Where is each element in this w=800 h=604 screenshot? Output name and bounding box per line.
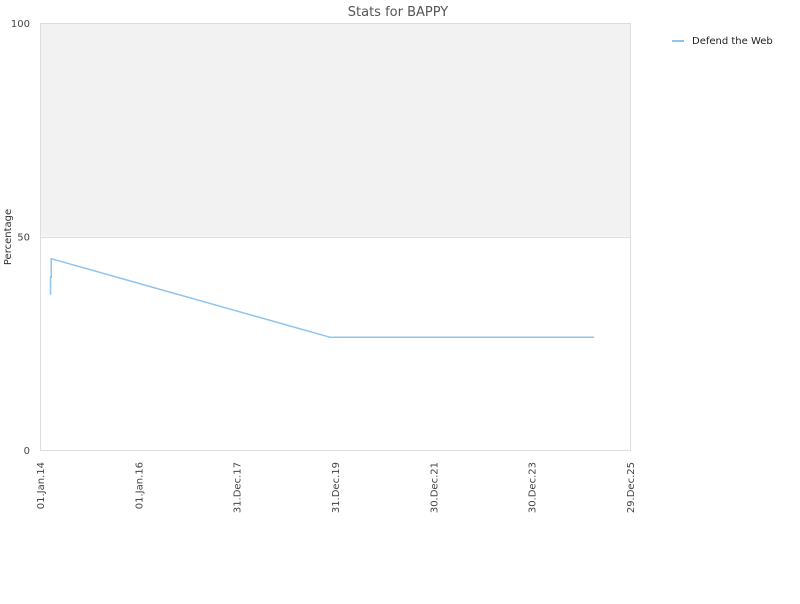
chart-title: Stats for BAPPY [348, 5, 449, 20]
data-point [329, 336, 332, 339]
y-tick-label: 100 [11, 19, 30, 30]
data-point [50, 257, 52, 260]
series-group [49, 257, 595, 339]
data-point [49, 293, 52, 295]
x-tick-label: 31.Dec.17 [233, 462, 244, 513]
y-tick-label: 0 [24, 446, 30, 457]
x-tick-label: 29.Dec.25 [626, 462, 637, 513]
x-tick-label: 01.Jan.16 [134, 462, 145, 509]
y-axis-title: Percentage [3, 209, 14, 265]
x-tick-label: 30.Dec.23 [528, 462, 539, 513]
data-point [50, 276, 52, 278]
x-tick-label: 01.Jan.14 [36, 462, 47, 509]
x-tick-label: 30.Dec.21 [429, 462, 440, 513]
x-tick-label: 31.Dec.19 [331, 462, 342, 513]
data-point [592, 336, 595, 339]
series-line [49, 257, 594, 339]
x-axis-ticks: 01.Jan.14 01.Jan.16 31.Dec.17 31.Dec.19 30.D… [36, 462, 637, 513]
upper-shaded-band [40, 23, 630, 237]
legend-item-label: Defend the Web [692, 36, 773, 47]
y-tick-label: 50 [17, 233, 30, 244]
y-axis-ticks: 0 50 100 [11, 19, 30, 457]
legend: Defend the Web [672, 36, 773, 47]
